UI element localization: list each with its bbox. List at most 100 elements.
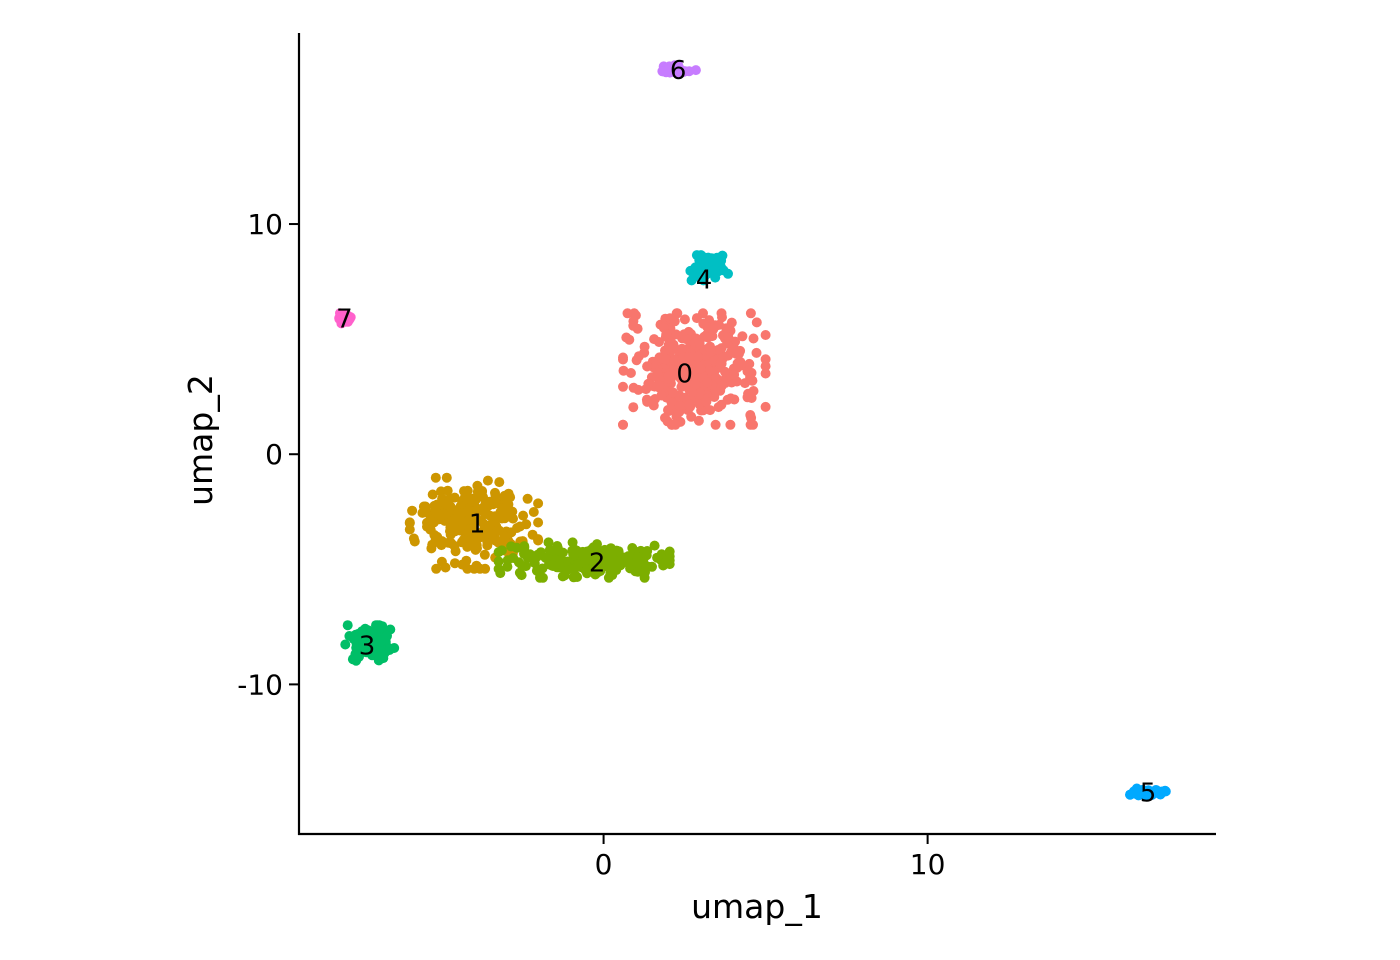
cluster-1-point	[449, 558, 460, 569]
cluster-2-point	[632, 566, 643, 577]
cluster-0-point	[710, 419, 721, 430]
cluster-0-point	[661, 329, 672, 340]
y-tick-label: 0	[265, 438, 283, 471]
cluster-0-point	[746, 367, 757, 378]
cluster-0-point	[744, 358, 755, 369]
cluster-4-point	[702, 264, 713, 275]
cluster-1-point	[437, 536, 447, 547]
cluster-6-point	[671, 64, 682, 74]
cluster-5-point	[1140, 789, 1151, 800]
cluster-0-point	[748, 386, 759, 396]
cluster-2-point	[547, 560, 558, 571]
cluster-1-point	[427, 489, 438, 500]
cluster-2-point	[540, 552, 551, 563]
cluster-3-point	[340, 639, 351, 650]
cluster-0-point	[716, 357, 727, 368]
cluster-1-point	[508, 513, 518, 524]
cluster-4-point	[709, 264, 720, 275]
cluster-2-point	[519, 542, 530, 553]
cluster-1-point	[440, 562, 451, 573]
cluster-1-point	[533, 535, 544, 546]
cluster-2-point	[508, 553, 519, 563]
cluster-2-point	[552, 543, 563, 553]
cluster-2-point	[640, 567, 650, 578]
cluster-2-point	[493, 547, 504, 558]
cluster-3-point	[342, 620, 353, 631]
cluster-0-point	[729, 369, 740, 380]
cluster-0-point	[641, 394, 652, 405]
cluster-label-5: 5	[1140, 779, 1157, 809]
cluster-1-point	[404, 524, 415, 535]
cluster-1-point	[404, 517, 415, 528]
cluster-1-point	[456, 537, 467, 548]
cluster-0-point	[735, 357, 746, 368]
cluster-label-7: 7	[336, 304, 353, 334]
cluster-1-point	[420, 506, 431, 517]
cluster-0-point	[720, 366, 730, 377]
cluster-3-point	[361, 630, 372, 641]
cluster-0-point	[760, 401, 771, 412]
cluster-1-point	[449, 541, 460, 551]
cluster-0-point	[686, 411, 697, 422]
cluster-0-point	[702, 377, 713, 388]
y-tick-label: 10	[247, 208, 283, 241]
cluster-2-point	[623, 557, 633, 568]
cluster-0-point	[681, 378, 692, 389]
x-tick-label: 0	[595, 848, 613, 881]
cluster-0-point	[690, 379, 701, 390]
cluster-0-point	[760, 368, 771, 379]
cluster-2-point	[511, 542, 522, 553]
cluster-2-point	[557, 571, 568, 582]
cluster-2-point	[535, 572, 545, 583]
cluster-label-3: 3	[359, 631, 376, 661]
cluster-4-point	[691, 250, 702, 261]
cluster-1-point	[488, 499, 499, 510]
cluster-0-point	[701, 396, 712, 407]
cluster-1-point	[429, 500, 440, 511]
cluster-6-point	[662, 65, 673, 76]
cluster-5-point	[1151, 785, 1162, 796]
cluster-1-point	[512, 523, 522, 533]
cluster-0-point	[618, 352, 628, 363]
cluster-3-point	[375, 636, 386, 647]
cluster-1-point	[454, 525, 465, 536]
cluster-7-point	[335, 312, 346, 323]
cluster-0-point	[618, 365, 629, 376]
cluster-0-point	[633, 384, 644, 395]
cluster-0-point	[632, 323, 643, 334]
cluster-0-point	[737, 331, 748, 342]
cluster-0-point	[674, 400, 685, 411]
cluster-1-point	[469, 496, 480, 507]
cluster-2-point	[573, 559, 584, 570]
cluster-0-point	[661, 354, 672, 365]
cluster-3-point	[372, 620, 383, 631]
cluster-2-point	[642, 546, 653, 556]
cluster-1-point	[518, 510, 529, 521]
cluster-1-point	[467, 541, 478, 551]
cluster-2-point	[537, 563, 548, 574]
cluster-0-point	[648, 400, 659, 411]
cluster-1-point	[407, 505, 418, 516]
cluster-1-point	[441, 472, 452, 483]
cluster-1-point	[445, 529, 456, 540]
cluster-1-point	[430, 472, 441, 483]
cluster-0-point	[760, 361, 771, 372]
cluster-1-point	[427, 539, 438, 550]
cluster-0-point	[687, 387, 698, 398]
x-tick-label: 10	[910, 848, 946, 881]
y-axis-title: umap_2	[181, 374, 220, 506]
cluster-1-point	[477, 486, 487, 497]
cluster-2-point	[529, 558, 540, 569]
cluster-1-point	[441, 499, 452, 510]
cluster-0-point	[660, 345, 670, 356]
cluster-0-point	[677, 343, 687, 354]
cluster-0-point	[694, 387, 705, 398]
cluster-2-point	[502, 561, 513, 572]
cluster-3-point	[371, 647, 381, 658]
cluster-1-point	[482, 475, 493, 486]
cluster-1-point	[499, 531, 510, 542]
cluster-0-point	[654, 337, 664, 347]
cluster-0-point	[618, 381, 628, 392]
cluster-1-point	[433, 509, 444, 520]
